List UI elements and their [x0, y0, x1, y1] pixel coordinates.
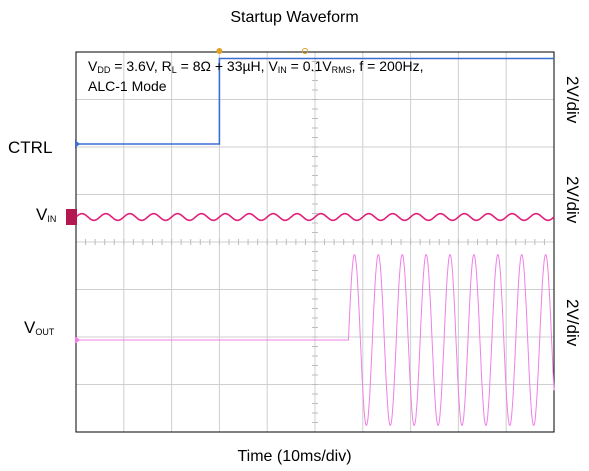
vout-ground-marker: [75, 336, 80, 344]
channel-label-vout: VOUT: [24, 318, 55, 337]
ctrl-ground-marker: [75, 140, 80, 148]
trigger-marker: [216, 48, 223, 54]
scale-vout: 2V/div: [563, 299, 582, 347]
channel-label-ctrl: CTRL: [8, 138, 53, 157]
scope-grid: [75, 51, 555, 433]
conditions-annotation: VDD = 3.6V, RL = 8Ω + 33µH, VIN = 0.1VRM…: [88, 58, 424, 94]
trigger-position-marker: [302, 48, 308, 54]
channel-label-vin: VIN: [36, 205, 57, 224]
mode-value: ALC-1 Mode: [88, 78, 167, 94]
freq-value: 200Hz: [379, 58, 420, 74]
vin-unit: RMS: [331, 65, 352, 75]
trace-layer: [75, 57, 555, 426]
vin-ground-marker: [66, 209, 77, 225]
scale-vin: 2V/div: [563, 176, 582, 224]
vdd-value: 3.6V: [126, 58, 154, 74]
chart-title: Startup Waveform: [230, 9, 359, 26]
scale-ctrl: 2V/div: [563, 76, 582, 124]
trace-ctrl: [76, 57, 554, 145]
x-axis-label: Time (10ms/div): [237, 448, 352, 465]
channel-markers: [66, 48, 308, 344]
plot-frame: [75, 51, 555, 433]
rl-value: 8Ω + 33µH: [192, 58, 261, 74]
trace-vout: [76, 254, 555, 426]
vin-value: 0.1V: [302, 58, 332, 74]
trace-vin: [75, 212, 555, 222]
